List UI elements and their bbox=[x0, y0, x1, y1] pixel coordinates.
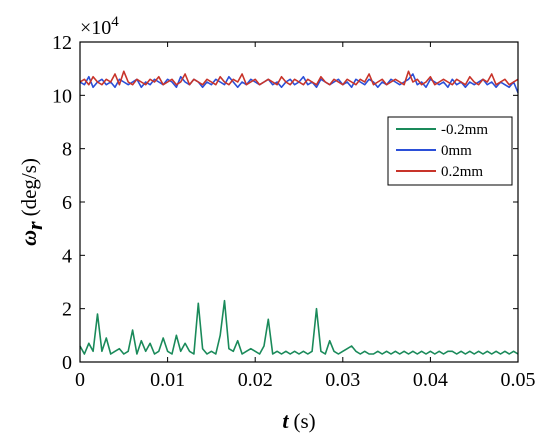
y-exponent-power: 4 bbox=[111, 14, 119, 30]
y-tick-label: 6 bbox=[62, 192, 72, 214]
y-tick-label: 0 bbox=[62, 352, 72, 374]
x-axis-label: t (s) bbox=[282, 408, 315, 433]
y-axis-label: ωr(deg/s) bbox=[16, 158, 47, 246]
y-tick-label: 2 bbox=[62, 299, 72, 321]
series-line-0 bbox=[79, 299, 519, 355]
plot-background bbox=[80, 42, 518, 362]
y-exponent-label: ×104 bbox=[80, 14, 119, 39]
y-tick-label: 10 bbox=[52, 85, 72, 107]
legend-label-neg02: -0.2mm bbox=[441, 122, 488, 138]
series-layer bbox=[79, 70, 519, 355]
series-line-2 bbox=[79, 70, 519, 86]
x-tick-label: 0.02 bbox=[238, 369, 273, 391]
x-tick-label: 0.01 bbox=[150, 369, 185, 391]
x-axis: 0 0.01 0.02 0.03 0.04 0.05 bbox=[75, 42, 536, 391]
x-tick-label: 0 bbox=[75, 369, 85, 391]
y-tick-label: 12 bbox=[52, 32, 72, 54]
legend-label-02mm: 0.2mm bbox=[441, 164, 483, 180]
y-tick-label: 4 bbox=[62, 245, 72, 267]
x-tick-label: 0.03 bbox=[325, 369, 360, 391]
legend-label-0mm: 0mm bbox=[441, 143, 472, 159]
y-tick-label: 8 bbox=[62, 139, 72, 161]
legend: -0.2mm 0mm 0.2mm bbox=[387, 116, 513, 186]
y-axis: 0 2 4 6 8 10 12 bbox=[52, 32, 518, 374]
x-tick-label: 0.05 bbox=[501, 369, 536, 391]
x-tick-label: 0.04 bbox=[413, 369, 448, 391]
